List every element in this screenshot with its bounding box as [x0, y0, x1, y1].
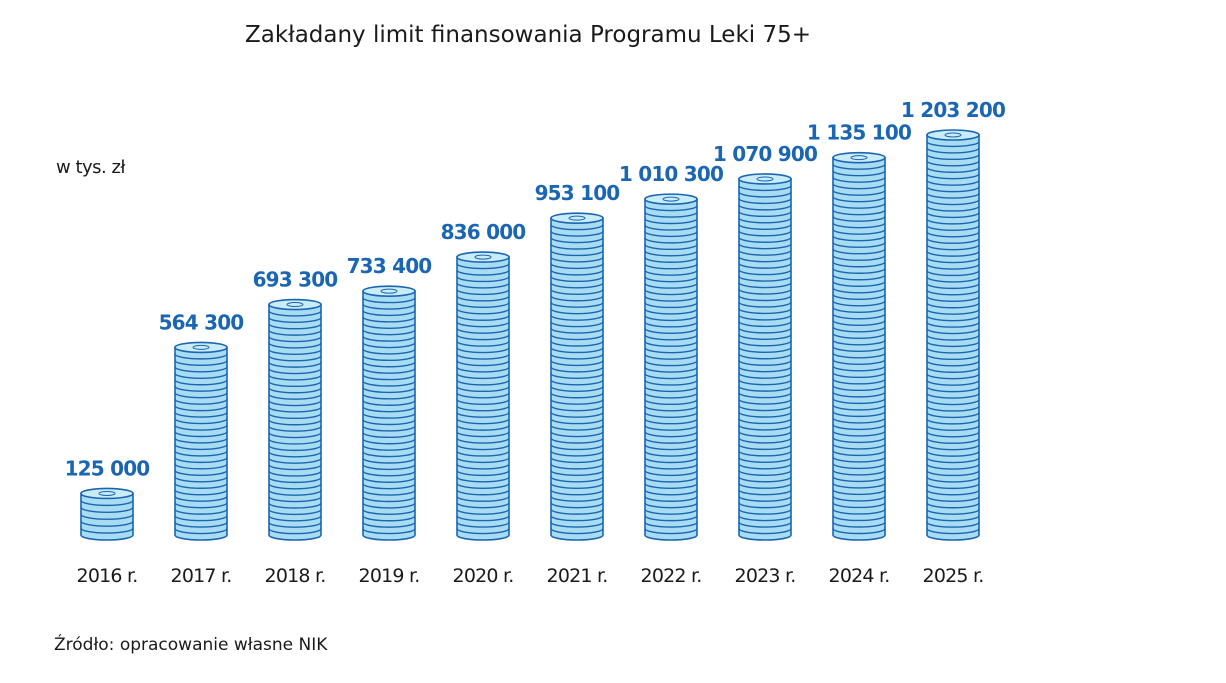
coin-stack-bar: [362, 285, 416, 541]
coin-stack-bar: [174, 341, 228, 541]
value-label: 1 010 300: [619, 162, 723, 186]
x-tick-label: 2022 r.: [641, 565, 702, 587]
value-label: 1 135 100: [807, 121, 911, 145]
value-label: 733 400: [347, 254, 432, 278]
x-tick-label: 2024 r.: [829, 565, 890, 587]
coin-stack-bar: [926, 129, 980, 541]
x-tick-label: 2021 r.: [547, 565, 608, 587]
bars-group: 125 000 2016 r. 564 300 2017 r. 693 300 2018 …: [65, 98, 1006, 587]
x-tick-label: 2019 r.: [359, 565, 420, 587]
value-label: 953 100: [535, 181, 620, 205]
source-note: Źródło: opracowanie własne NIK: [54, 633, 328, 655]
x-tick-label: 2020 r.: [453, 565, 514, 587]
value-label: 836 000: [441, 220, 526, 244]
value-label: 1 070 900: [713, 142, 817, 166]
coin-stack-bar: [832, 151, 886, 541]
coin-stack-bar: [80, 487, 134, 541]
value-label: 693 300: [253, 268, 338, 292]
value-label: 1 203 200: [901, 98, 1005, 122]
x-tick-label: 2016 r.: [77, 565, 138, 587]
value-label: 125 000: [65, 456, 150, 480]
coin-stack-bar: [456, 251, 510, 541]
x-tick-label: 2018 r.: [265, 565, 326, 587]
coin-stack-bar: [738, 173, 792, 541]
chart-title: Zakładany limit finansowania Programu Le…: [245, 22, 811, 48]
x-tick-label: 2025 r.: [923, 565, 984, 587]
coin-stack-bar: [550, 212, 604, 541]
coin-stack-bar: [644, 193, 698, 541]
x-tick-label: 2023 r.: [735, 565, 796, 587]
x-tick-label: 2017 r.: [171, 565, 232, 587]
y-axis-unit-label: w tys. zł: [56, 157, 126, 178]
value-label: 564 300: [159, 310, 244, 334]
coin-stack-bar: [268, 298, 322, 541]
